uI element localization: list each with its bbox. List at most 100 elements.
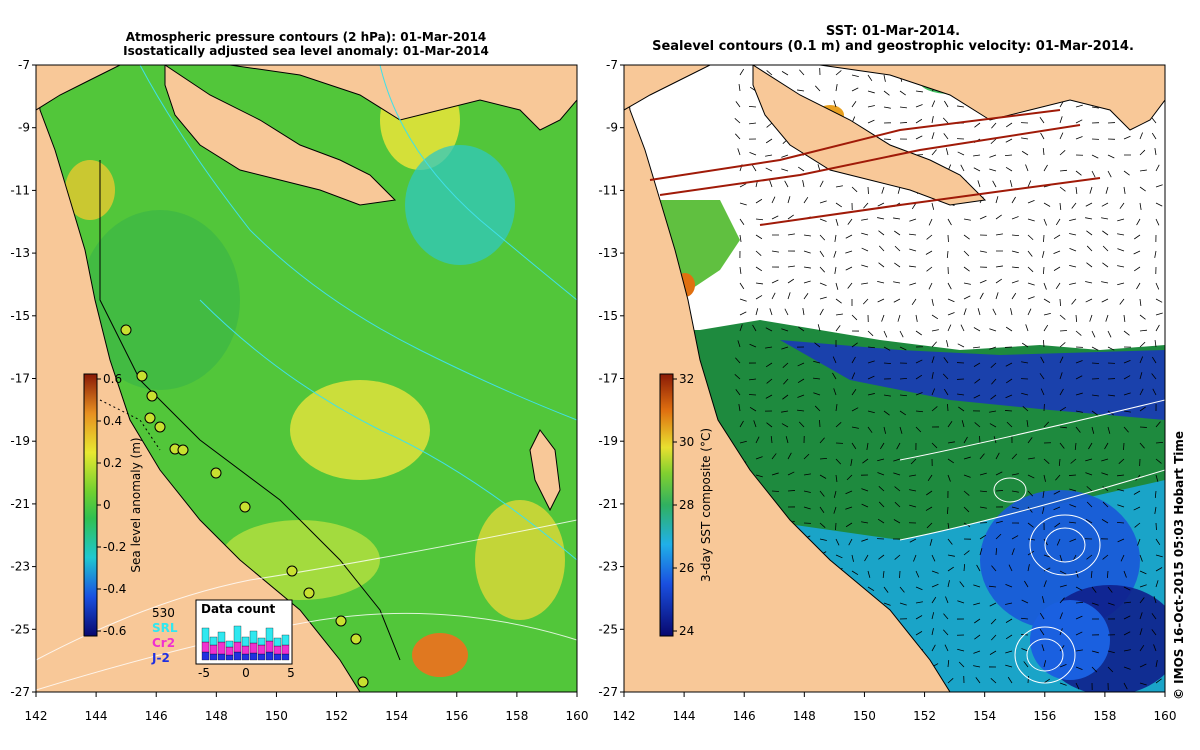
velocity-arrow [893,281,901,284]
velocity-arrow [781,154,789,158]
left-y-tick-label: -21 [10,497,30,511]
velocity-arrow [926,234,933,240]
left-y-tick-label: -23 [10,560,30,574]
velocity-arrow [943,388,949,396]
velocity-arrow [894,230,901,236]
sla-colorbar-tick-label: 0.2 [103,456,122,470]
velocity-arrow [991,565,997,572]
velocity-arrow [765,346,773,349]
velocity-arrow [835,282,839,290]
velocity-arrow [1043,164,1048,172]
velocity-arrow [738,84,741,92]
velocity-arrow [787,452,792,460]
data-count-inset: Data count 530 SRL Cr2 J-2 -5 0 5 [151,599,295,680]
velocity-arrow [765,167,773,172]
velocity-arrow [1027,250,1033,257]
velocity-arrow [848,538,853,546]
left-x-tick-label: 154 [385,709,408,723]
velocity-arrow [1123,649,1131,652]
velocity-arrow [1027,266,1034,273]
velocity-arrow [1139,644,1145,652]
right-y-tick-label: -17 [598,372,618,386]
velocity-arrow [1005,326,1013,332]
velocity-arrow [1118,458,1125,464]
velocity-arrow [1085,518,1093,524]
velocity-arrow [909,218,917,222]
right-y-tick-label: -11 [598,183,618,197]
velocity-arrow [1027,234,1034,241]
velocity-arrow [963,282,971,285]
velocity-arrow [947,580,950,588]
velocity-arrow [1091,154,1099,159]
sla-colorbar-label: Sea level anomaly (m) [129,437,143,572]
velocity-arrow [979,534,987,540]
velocity-arrow [845,234,853,239]
velocity-arrow [1136,282,1141,290]
velocity-arrow [755,308,759,316]
velocity-arrow [1069,282,1077,285]
velocity-arrow [911,298,917,306]
velocity-arrow [957,105,965,108]
velocity-arrow [1059,597,1065,604]
velocity-arrow [785,436,789,444]
velocity-arrow [974,618,981,624]
velocity-arrow [943,613,949,620]
velocity-arrow [893,298,901,303]
velocity-arrow [931,612,935,620]
inset-bar [265,640,274,653]
velocity-arrow [991,122,997,129]
velocity-arrow [814,342,821,348]
velocity-arrow [1151,132,1157,140]
velocity-arrow [861,232,869,236]
velocity-arrow [1011,453,1018,460]
velocity-arrow [931,329,939,332]
sst-colorbar-tick-label: 32 [679,372,694,386]
velocity-arrow [739,311,747,316]
inset-bar [217,653,226,661]
right-y-tick-label: -25 [598,622,618,636]
left-map [36,65,577,692]
velocity-arrow [947,324,952,332]
velocity-arrow [989,423,997,428]
velocity-arrow [1102,262,1109,268]
velocity-arrow [957,393,965,396]
velocity-arrow [1102,245,1109,252]
velocity-arrow [1139,406,1146,412]
velocity-arrow [1071,202,1077,209]
velocity-arrow [1133,490,1141,495]
velocity-arrow [735,357,741,364]
velocity-arrow [883,346,891,351]
inset-bar [209,644,218,655]
left-x-tick-label: 150 [265,709,288,723]
velocity-arrow [963,456,971,460]
velocity-arrow [915,90,923,93]
velocity-arrow [1020,617,1029,620]
velocity-arrow [749,343,757,348]
velocity-arrow [1123,170,1130,176]
velocity-arrow [877,458,885,462]
velocity-arrow [1059,406,1067,412]
velocity-arrow [1043,312,1051,316]
inset-bar [225,640,234,648]
velocity-arrow [931,100,936,108]
velocity-arrow [979,279,987,284]
velocity-arrow [899,330,904,338]
velocity-arrow [1088,442,1093,450]
velocity-arrow [1043,567,1051,572]
velocity-arrow [1053,250,1061,255]
velocity-arrow [1055,282,1061,290]
velocity-arrow [1027,506,1033,513]
left-australia-land [36,65,361,692]
velocity-arrow [749,406,757,412]
velocity-arrow [1027,282,1035,286]
velocity-arrow [963,234,970,240]
velocity-arrow [1136,218,1141,226]
velocity-arrow [1107,330,1112,338]
velocity-arrow [1086,501,1093,508]
velocity-arrow [1139,202,1142,210]
velocity-arrow [883,410,890,416]
velocity-arrow [977,308,981,316]
velocity-arrow [1054,522,1061,528]
left-title-line2: Isostatically adjusted sea level anomaly… [123,44,489,58]
right-y-tick-label: -27 [598,685,618,699]
